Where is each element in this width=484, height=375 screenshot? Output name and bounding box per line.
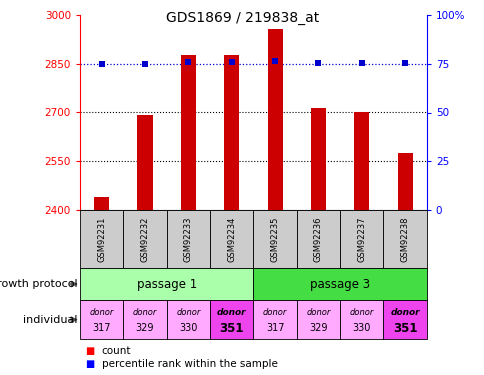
Bar (166, 210, 210, 268)
Text: passage 1: passage 1 (136, 278, 197, 291)
Bar (253, 268, 426, 300)
Bar (253, 210, 296, 268)
Text: GSM92234: GSM92234 (227, 216, 236, 262)
Text: donor: donor (305, 308, 330, 317)
Bar (94, 197, 109, 210)
Text: GSM92237: GSM92237 (357, 216, 365, 262)
Bar (383, 300, 426, 339)
Text: donor: donor (133, 308, 157, 317)
Bar (80, 268, 253, 300)
Text: 317: 317 (265, 323, 284, 333)
Text: donor: donor (262, 308, 287, 317)
Text: 329: 329 (308, 323, 327, 333)
Text: ■: ■ (85, 359, 94, 369)
Text: 330: 330 (179, 323, 197, 333)
Text: donor: donor (176, 308, 200, 317)
Text: donor: donor (390, 308, 419, 317)
Bar (166, 300, 210, 339)
Text: GSM92232: GSM92232 (140, 216, 149, 262)
Bar (123, 300, 166, 339)
Bar (310, 108, 325, 210)
Bar (224, 55, 239, 210)
Text: 317: 317 (92, 323, 111, 333)
Text: GDS1869 / 219838_at: GDS1869 / 219838_at (166, 11, 318, 25)
Text: 351: 351 (392, 322, 417, 335)
Text: passage 3: passage 3 (309, 278, 369, 291)
Bar (296, 210, 339, 268)
Text: 330: 330 (352, 323, 370, 333)
Text: ■: ■ (85, 346, 94, 356)
Text: GSM92231: GSM92231 (97, 216, 106, 262)
Bar (80, 210, 123, 268)
Text: count: count (102, 346, 131, 356)
Bar (137, 115, 152, 210)
Bar (339, 300, 383, 339)
Bar (123, 210, 166, 268)
Text: individual: individual (23, 315, 77, 325)
Bar (296, 300, 339, 339)
Bar (267, 28, 282, 210)
Bar (80, 300, 123, 339)
Bar (253, 300, 296, 339)
Text: growth protocol: growth protocol (0, 279, 77, 289)
Bar (339, 210, 383, 268)
Bar (210, 210, 253, 268)
Bar (353, 112, 369, 210)
Text: donor: donor (216, 308, 246, 317)
Text: donor: donor (349, 308, 373, 317)
Text: 329: 329 (136, 323, 154, 333)
Text: 351: 351 (219, 322, 243, 335)
Text: GSM92236: GSM92236 (313, 216, 322, 262)
Bar (181, 55, 196, 210)
Text: percentile rank within the sample: percentile rank within the sample (102, 359, 277, 369)
Bar (383, 210, 426, 268)
Text: GSM92238: GSM92238 (400, 216, 409, 262)
Bar (397, 153, 412, 210)
Text: GSM92235: GSM92235 (270, 216, 279, 262)
Text: donor: donor (90, 308, 114, 317)
Bar (210, 300, 253, 339)
Text: GSM92233: GSM92233 (183, 216, 193, 262)
